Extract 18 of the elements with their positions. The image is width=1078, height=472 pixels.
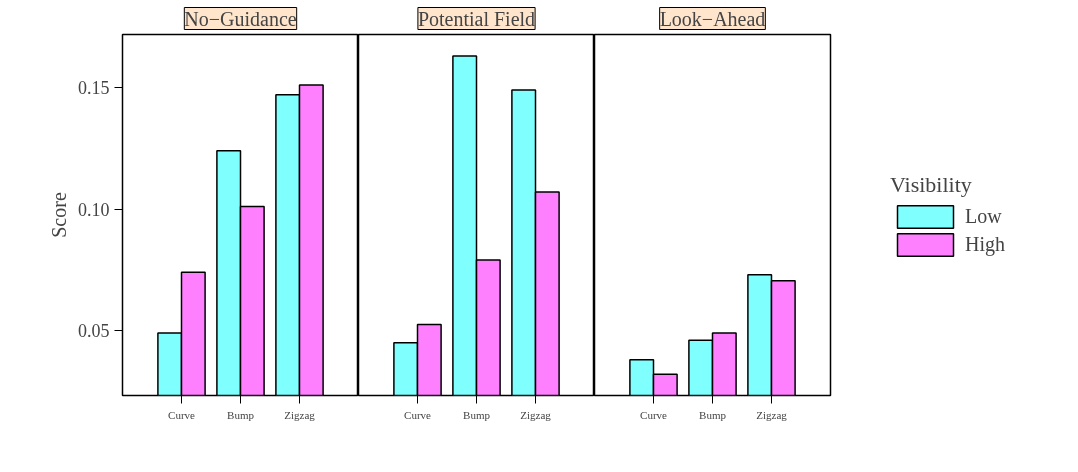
x-tick-label: Zigzag [756,408,788,421]
y-axis-title: Score [48,192,70,238]
x-tick-label: Curve [404,408,432,421]
x-tick-label: Bump [463,408,491,421]
x-tick-label: Zigzag [520,408,552,421]
chart-title: Look−Ahead [659,7,766,30]
chart-title: No−Guidance [184,7,297,30]
legend-label: Low [965,204,1002,228]
x-tick-label: Curve [640,408,668,421]
x-tick-label: Zigzag [284,408,316,421]
legend-title: Visibility [890,171,973,197]
legend-label: High [965,232,1005,256]
x-tick-label: Bump [699,408,727,421]
x-tick-label: Bump [227,408,255,421]
y-tick-label: 0.15 [78,78,110,98]
y-tick-label: 0.10 [78,199,110,220]
x-tick-label: Curve [168,408,196,421]
y-tick-label: 0.05 [78,321,110,342]
